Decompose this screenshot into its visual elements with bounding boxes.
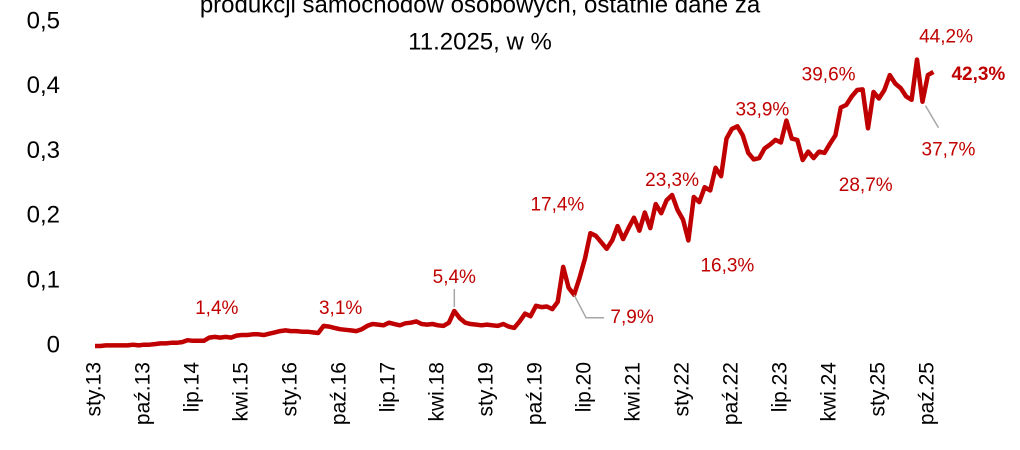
data-label: 33,9% [735, 99, 789, 120]
x-tick-label: paź.16 [328, 362, 351, 425]
chart-title: 11.2025, w % [408, 28, 552, 55]
chart-title: produkcji samochodów osobowych, ostatnie… [200, 0, 761, 18]
x-tick-label: lip.17 [377, 362, 400, 412]
x-tick-label: lip.23 [768, 362, 791, 412]
data-label: 37,7% [922, 140, 976, 161]
y-tick-label: 0,1 [27, 267, 60, 294]
x-tick-label: lip.20 [573, 362, 596, 412]
line-series [95, 57, 935, 349]
data-label: 39,6% [802, 64, 856, 85]
data-label: 28,7% [839, 175, 893, 196]
x-tick-label: kwi.18 [426, 362, 449, 422]
x-tick-label: kwi.21 [622, 362, 645, 422]
y-tick-label: 0 [47, 331, 60, 358]
data-label: 44,2% [919, 27, 973, 48]
y-tick-label: 0,3 [27, 137, 60, 164]
data-label: 1,4% [195, 298, 238, 319]
y-tick-label: 0,2 [27, 202, 60, 229]
data-label: 17,4% [530, 194, 584, 215]
x-tick-label: paź.22 [719, 362, 742, 425]
y-tick-label: 0,4 [27, 72, 60, 99]
data-label: 42,3% [951, 64, 1005, 85]
x-tick-label: paź.25 [915, 362, 938, 425]
y-tick-label: 0,5 [27, 7, 60, 34]
x-tick-label: paź.19 [524, 362, 547, 425]
data-label: 5,4% [433, 267, 476, 288]
data-label: 3,1% [319, 298, 362, 319]
data-label: 23,3% [645, 170, 699, 191]
leader-line [924, 105, 940, 129]
x-tick-label: kwi.24 [817, 362, 840, 422]
x-tick-label: kwi.15 [230, 362, 253, 422]
leader-line [573, 294, 605, 319]
x-tick-label: sty.13 [83, 362, 106, 416]
x-tick-label: sty.25 [866, 362, 889, 416]
x-tick-label: lip.14 [181, 362, 204, 413]
x-tick-label: paź.13 [132, 362, 155, 425]
data-label: 7,9% [610, 307, 653, 328]
x-tick-label: sty.16 [279, 362, 302, 416]
x-tick-label: sty.22 [670, 362, 693, 416]
data-label: 16,3% [700, 255, 754, 276]
x-tick-label: sty.19 [475, 362, 498, 416]
